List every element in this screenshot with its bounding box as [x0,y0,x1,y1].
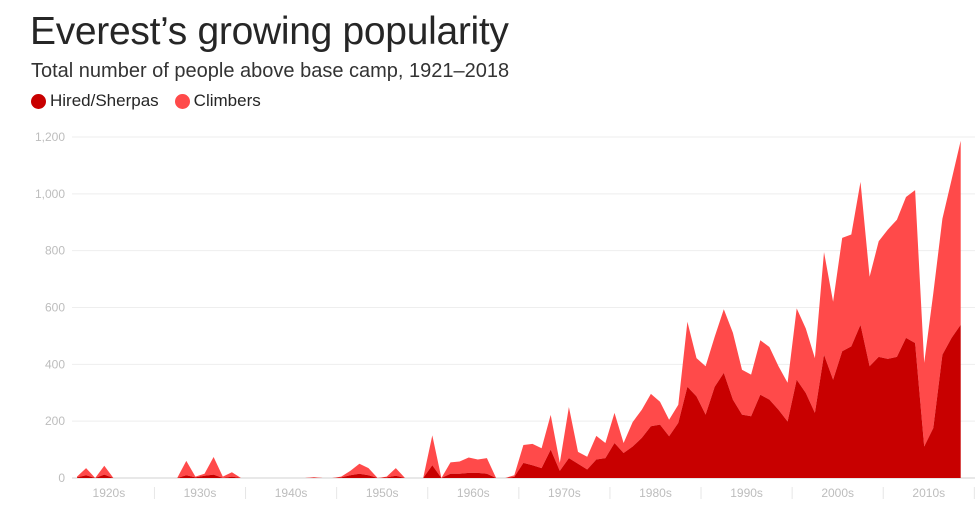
y-tick-label: 600 [45,301,65,315]
y-tick-label: 0 [58,471,65,485]
x-tick-label: 1930s [184,486,217,500]
x-tick-label: 1980s [639,486,672,500]
y-tick-label: 200 [45,414,65,428]
x-tick-label: 1970s [548,486,581,500]
y-tick-label: 400 [45,357,65,371]
y-tick-label: 1,200 [35,130,65,144]
legend-swatch-climbers [174,93,190,109]
area-series-climbers [77,140,961,478]
chart-title: Everest’s growing popularity [30,10,509,53]
x-tick-label: 1920s [93,486,126,500]
x-tick-label: 1960s [457,486,490,500]
y-tick-label: 800 [45,244,65,258]
x-tick-label: 1940s [275,486,308,500]
legend: Hired/Sherpas Climbers [31,91,261,111]
legend-label-hired: Hired/Sherpas [50,91,159,110]
legend-item-hired: Hired/Sherpas [31,91,159,111]
x-tick-label: 1990s [730,486,763,500]
x-tick-label: 1950s [366,486,399,500]
x-tick-label: 2000s [821,486,854,500]
chart-subtitle: Total number of people above base camp, … [31,60,510,82]
x-tick-label: 2010s [912,486,945,500]
legend-label-climbers: Climbers [193,91,261,110]
area-series-hired-sherpas [77,324,961,478]
y-tick-label: 1,000 [35,187,65,201]
legend-swatch-hired [31,93,46,109]
legend-item-climbers: Climbers [174,91,261,111]
